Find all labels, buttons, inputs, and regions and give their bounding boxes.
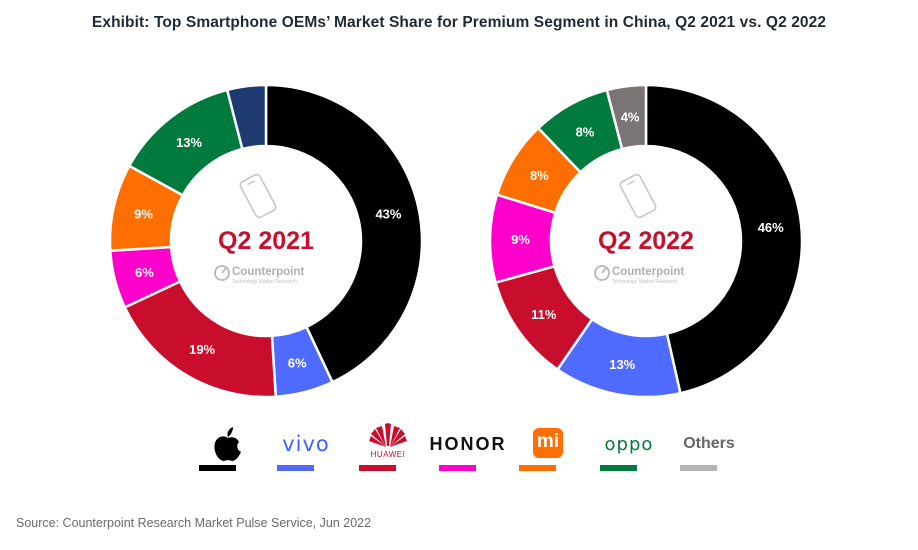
watermark-tagline: Technology Market Research — [232, 279, 297, 285]
legend-swatch-oppo — [600, 465, 637, 471]
slice-label-oppo: 13% — [176, 135, 202, 150]
legend-swatch-honor — [439, 465, 476, 471]
slice-apple — [644, 83, 804, 395]
slice-label-huawei: 19% — [189, 342, 215, 357]
apple-logo-icon — [214, 427, 241, 461]
watermark-brand: Counterpoint — [232, 266, 304, 278]
legend-swatch-huawei — [359, 465, 396, 471]
slice-huawei — [123, 279, 278, 399]
donut-charts: 43%6%19%6%9%13%Q2 2021CounterpointTechno… — [108, 83, 804, 399]
watermark-brand: Counterpoint — [612, 266, 684, 278]
slice-label-honor: 9% — [511, 232, 530, 247]
slice-label-honor: 6% — [135, 265, 154, 280]
slice-others — [225, 83, 268, 151]
slice-label-oppo: 8% — [576, 124, 595, 139]
slice-label-huawei: 11% — [531, 307, 557, 322]
chart-center-title: Q2 2022 — [598, 227, 694, 255]
huawei-logo-icon — [369, 423, 407, 447]
chart-title: Exhibit: Top Smartphone OEMs’ Market Sha… — [91, 14, 827, 31]
honor-logo: HONOR — [429, 434, 507, 454]
donut-chart-2: 46% 13% 11% 9% 8% 8% 4% Q2 2022 CounterpointTech… — [488, 83, 804, 399]
legend-item-apple — [178, 420, 278, 472]
others-label: Others — [683, 435, 735, 452]
phone-outline-icon — [619, 173, 657, 219]
legend-item-honor: HONOR — [418, 420, 518, 472]
slice-others — [605, 83, 648, 151]
watermark-tagline: Technology Market Research — [612, 279, 677, 285]
slice-label-others: 4% — [621, 110, 640, 125]
slice-label-xiaomi: 8% — [530, 168, 549, 183]
legend-item-xiaomi: mi — [498, 420, 598, 472]
legend-item-others: Others — [659, 420, 759, 472]
phone-outline-icon — [239, 173, 277, 219]
slice-label-apple: 43% — [375, 207, 401, 222]
slice-label-apple: 46% — [758, 220, 784, 235]
slice-label-vivo: 13% — [609, 357, 635, 372]
huawei-logo-text: HUAWEI — [370, 450, 406, 459]
slice-label-vivo: 6% — [288, 356, 307, 371]
donut-chart-1: 43% 6% 19% 6% 9% 13% Q2 2021 CounterpointTechno… — [108, 83, 424, 399]
legend-swatch-vivo — [277, 465, 314, 471]
legend-item-huawei: HUAWEI — [338, 420, 438, 472]
legend-swatch-apple — [199, 465, 236, 471]
source-note: Source: Counterpoint Research Market Pul… — [16, 516, 372, 530]
slice-apple — [264, 83, 424, 384]
chart-center-title: Q2 2021 — [218, 227, 314, 255]
legend-swatch-xiaomi — [519, 465, 556, 471]
slice-label-xiaomi: 9% — [134, 207, 153, 222]
legend-item-oppo: oppo — [579, 420, 679, 472]
xiaomi-logo-icon — [533, 428, 563, 458]
xiaomi-logo-text: mi — [536, 431, 560, 452]
vivo-logo: vivo — [282, 432, 330, 456]
oppo-logo: oppo — [604, 434, 654, 455]
legend-item-vivo: vivo — [256, 420, 356, 472]
legend-swatch-others — [680, 465, 717, 471]
